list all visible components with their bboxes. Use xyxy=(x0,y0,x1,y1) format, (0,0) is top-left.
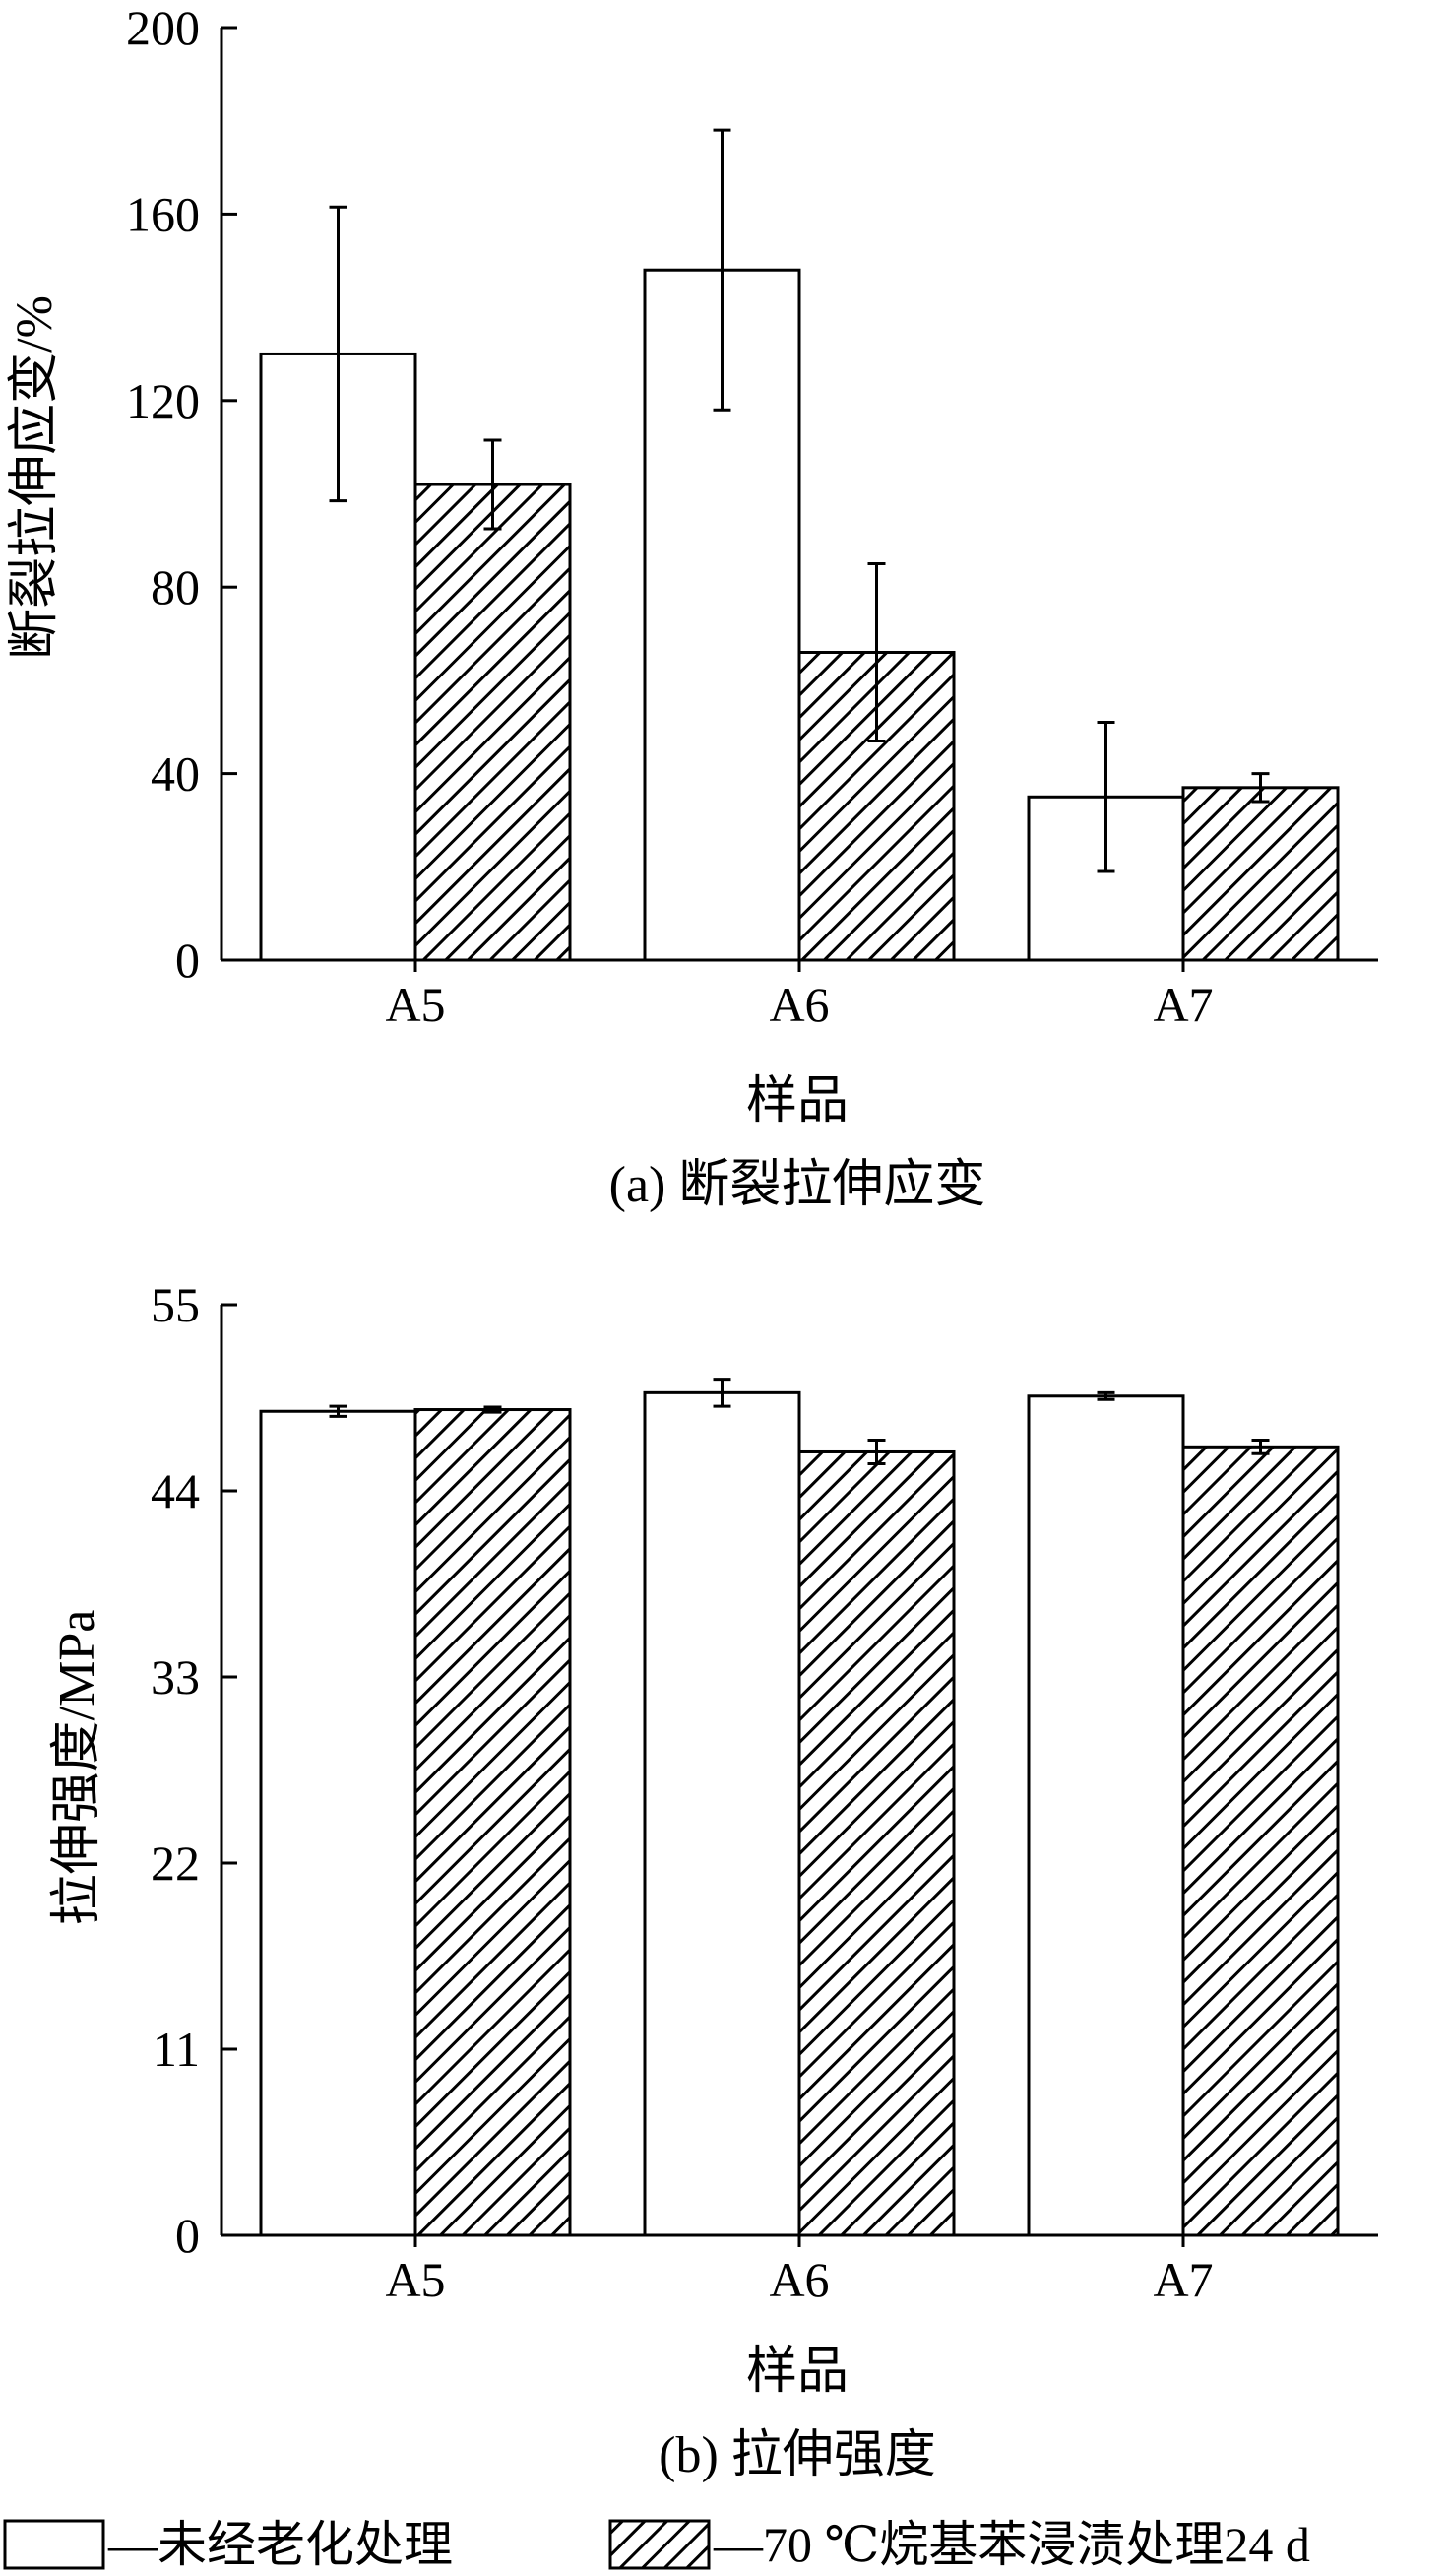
x-tick-label-a5-a: A5 xyxy=(385,977,445,1032)
y-tick-label-11-b: 11 xyxy=(153,2022,200,2077)
y-axis-label-a: 断裂拉伸应变/% xyxy=(7,295,63,660)
x-tick-label-a6-b: A6 xyxy=(769,2252,829,2307)
bar-group-a xyxy=(259,268,1340,962)
error-bars-a xyxy=(329,128,1270,873)
legend-label-treated: —70 ℃烷基苯浸渍处理24 d xyxy=(713,2517,1310,2572)
y-tick-label-55-b: 55 xyxy=(151,1277,200,1332)
error-bar-a7-untreated-b xyxy=(1097,1390,1115,1401)
error-bar-a6-untreated-b xyxy=(713,1378,731,1408)
y-tick-label-160-a: 160 xyxy=(126,186,200,241)
bar-group-b xyxy=(259,1390,1340,2237)
legend-swatch-untreated xyxy=(3,2519,105,2570)
chart-panel-b: 0 11 22 33 44 55 A5 A6 A7 拉伸强度/MPa 样品 (b) 拉伸强度 xyxy=(49,1277,1378,2483)
y-tick-label-200-a: 200 xyxy=(126,0,200,55)
y-tick-label-40-a: 40 xyxy=(151,746,200,802)
y-tick-labels-a: 0 40 80 120 160 200 xyxy=(126,0,200,988)
bar-a7-treated-a xyxy=(1181,786,1340,962)
bar-a5-treated-a xyxy=(413,483,572,962)
error-bar-a7-treated-b xyxy=(1251,1438,1270,1455)
error-bar-a5-treated-b xyxy=(483,1405,502,1414)
y-tick-label-120-a: 120 xyxy=(126,373,200,428)
error-bar-a5-untreated-a xyxy=(329,205,347,503)
x-tick-label-a7-b: A7 xyxy=(1153,2252,1213,2307)
bar-a5-untreated-b xyxy=(259,1409,417,2237)
error-bar-a7-treated-a xyxy=(1251,772,1270,804)
y-tick-label-0-a: 0 xyxy=(175,933,200,988)
error-bar-a7-untreated-a xyxy=(1097,721,1115,873)
y-tick-label-44-b: 44 xyxy=(151,1463,200,1518)
y-axis-label-b: 拉伸强度/MPa xyxy=(49,1610,105,1926)
error-bar-a6-treated-b xyxy=(867,1438,886,1466)
legend-swatch-treated xyxy=(608,2519,711,2570)
y-tick-label-22-b: 22 xyxy=(151,1835,200,1891)
bar-a5-treated-b xyxy=(413,1408,572,2237)
legend: —未经老化处理 —70 ℃烷基苯浸渍处理24 d xyxy=(3,2517,1310,2572)
y-tick-label-33-b: 33 xyxy=(151,1649,200,1705)
caption-b: (b) 拉伸强度 xyxy=(659,2427,936,2483)
x-tick-label-a6-a: A6 xyxy=(769,977,829,1032)
axes-a xyxy=(220,26,1378,972)
y-tick-labels-b: 0 11 22 33 44 55 xyxy=(151,1277,200,2263)
axes-b xyxy=(220,1303,1378,2247)
chart-panel-a: 0 40 80 120 160 200 A5 A6 A7 断裂拉伸应变/% 样品 (a) 断裂… xyxy=(7,0,1378,1213)
caption-a: (a) 断裂拉伸应变 xyxy=(609,1157,986,1213)
error-bar-a6-treated-a xyxy=(867,562,886,742)
error-bar-a5-treated-a xyxy=(483,438,502,531)
bar-a7-treated-b xyxy=(1181,1445,1340,2237)
x-axis-label-a: 样品 xyxy=(746,1073,849,1129)
x-tick-label-a5-b: A5 xyxy=(385,2252,445,2307)
error-bar-a5-untreated-b xyxy=(329,1404,347,1418)
bar-a7-untreated-b xyxy=(1027,1394,1185,2237)
y-tick-label-80-a: 80 xyxy=(151,559,200,614)
bar-a6-treated-b xyxy=(797,1449,956,2237)
error-bars-b xyxy=(329,1378,1270,1466)
bar-a6-untreated-b xyxy=(643,1390,801,2237)
x-tick-label-a7-a: A7 xyxy=(1153,977,1213,1032)
x-tick-labels-b: A5 A6 A7 xyxy=(385,2252,1213,2307)
x-axis-label-b: 样品 xyxy=(746,2344,849,2400)
error-bar-a6-untreated-a xyxy=(713,128,731,412)
legend-label-untreated: —未经老化处理 xyxy=(107,2517,453,2572)
y-tick-label-0-b: 0 xyxy=(175,2208,200,2263)
x-tick-labels-a: A5 A6 A7 xyxy=(385,977,1213,1032)
